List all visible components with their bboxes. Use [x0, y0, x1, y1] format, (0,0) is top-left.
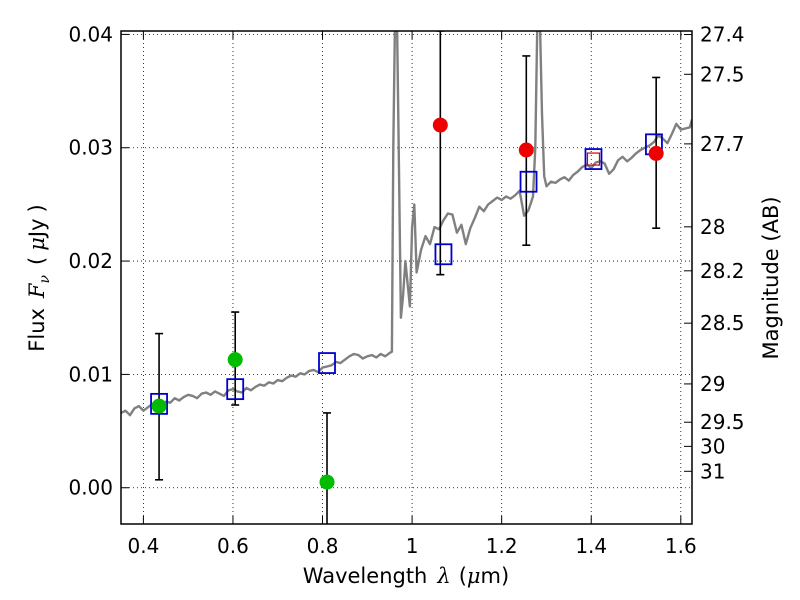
mag-tick-label: 27.5	[700, 62, 745, 86]
x-tick-label: 1.4	[575, 534, 607, 558]
red-data-point	[518, 142, 534, 158]
mag-tick-label: 28	[700, 215, 725, 239]
green-data-point	[319, 474, 335, 490]
model-box	[150, 392, 168, 415]
y-tick-label: 0.00	[68, 476, 113, 500]
plot-frame	[120, 30, 693, 525]
green-data-point	[151, 398, 167, 414]
model-box	[519, 170, 538, 193]
x-axis-label: Wavelength λ (μm)	[303, 564, 509, 588]
axis-ticks: 0.4 0.6 0.8 1 1.2 1.4 1.6 0.00 0.01 0.02 0.03 0.04 2…	[68, 22, 744, 558]
spectrum-series	[121, 31, 692, 417]
y-tick-label: 0.03	[68, 136, 113, 160]
y-tick-label: 0.01	[68, 362, 113, 386]
x-tick-label: 1.2	[486, 534, 518, 558]
model-box	[434, 243, 453, 266]
green-data-point	[227, 352, 243, 368]
y-tick-label: 0.02	[68, 249, 113, 273]
y2-axis-label: Magnitude (AB)	[759, 196, 783, 359]
model-box	[584, 148, 603, 170]
y-tick-label: 0.04	[68, 22, 113, 46]
mag-tick-label: 29	[700, 372, 725, 396]
red-data-point	[648, 145, 664, 161]
mag-tick-label: 31	[700, 459, 725, 483]
x-tick-label: 0.8	[307, 534, 339, 558]
x-tick-label: 0.4	[127, 534, 159, 558]
y-axis-label: FluxFν(μJy)	[25, 204, 53, 351]
red-data-point	[432, 117, 448, 133]
model-box-inner	[586, 152, 601, 166]
model-boxes	[150, 133, 663, 415]
spectrum-line	[121, 31, 692, 417]
x-tick-label: 1.6	[665, 534, 697, 558]
model-box	[226, 378, 245, 401]
x-tick-label: 1	[406, 534, 419, 558]
model-box	[318, 352, 336, 374]
mag-tick-label: 28.5	[700, 311, 745, 335]
mag-tick-label: 27.4	[700, 23, 745, 47]
x-tick-label: 0.6	[217, 534, 249, 558]
mag-tick-label: 30	[700, 434, 725, 458]
mag-tick-label: 28.2	[700, 259, 745, 283]
measured-points	[151, 117, 664, 490]
mag-tick-label: 29.5	[700, 410, 745, 434]
mag-tick-label: 27.7	[700, 132, 745, 156]
